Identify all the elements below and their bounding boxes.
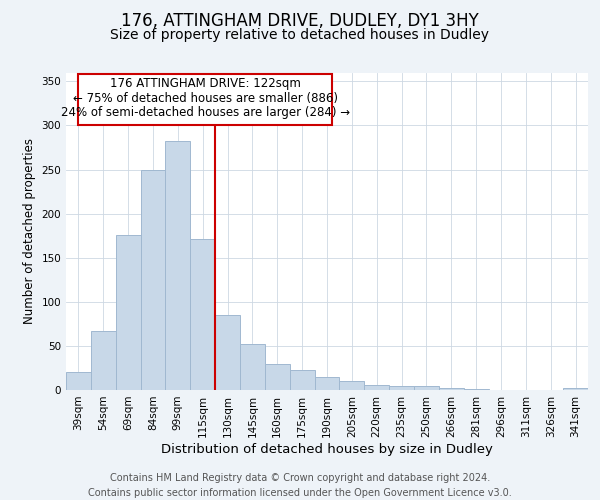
- Bar: [166, 142, 190, 390]
- Bar: [389, 386, 414, 390]
- Text: 176, ATTINGHAM DRIVE, DUDLEY, DY1 3HY: 176, ATTINGHAM DRIVE, DUDLEY, DY1 3HY: [121, 12, 479, 30]
- Bar: [563, 388, 588, 390]
- Bar: [464, 389, 488, 390]
- Text: 176 ATTINGHAM DRIVE: 122sqm: 176 ATTINGHAM DRIVE: 122sqm: [110, 77, 301, 90]
- Y-axis label: Number of detached properties: Number of detached properties: [23, 138, 36, 324]
- Bar: [414, 386, 439, 390]
- Bar: [364, 384, 389, 390]
- Bar: [439, 388, 464, 390]
- Bar: [314, 377, 340, 390]
- Text: ← 75% of detached houses are smaller (886): ← 75% of detached houses are smaller (88…: [73, 92, 338, 105]
- Bar: [340, 381, 364, 390]
- Bar: [91, 331, 116, 390]
- Bar: [215, 315, 240, 390]
- FancyBboxPatch shape: [79, 74, 332, 126]
- Bar: [240, 344, 265, 390]
- Bar: [190, 239, 215, 390]
- X-axis label: Distribution of detached houses by size in Dudley: Distribution of detached houses by size …: [161, 442, 493, 456]
- Text: Size of property relative to detached houses in Dudley: Size of property relative to detached ho…: [110, 28, 490, 42]
- Bar: [265, 364, 290, 390]
- Text: 24% of semi-detached houses are larger (284) →: 24% of semi-detached houses are larger (…: [61, 106, 350, 119]
- Bar: [140, 170, 166, 390]
- Bar: [116, 235, 140, 390]
- Bar: [66, 372, 91, 390]
- Text: Contains HM Land Registry data © Crown copyright and database right 2024.
Contai: Contains HM Land Registry data © Crown c…: [88, 472, 512, 498]
- Bar: [290, 370, 314, 390]
